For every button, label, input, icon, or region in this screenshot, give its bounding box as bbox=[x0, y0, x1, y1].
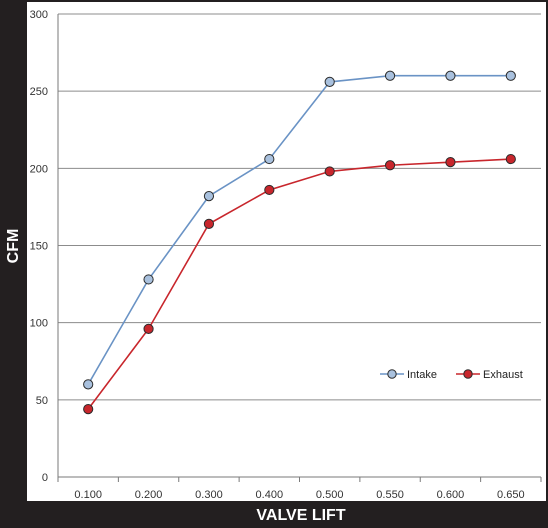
grid-layer bbox=[58, 13, 541, 401]
exhaust-data-point bbox=[445, 157, 456, 168]
exhaust-legend-marker bbox=[463, 369, 473, 379]
y-axis-title: CFM bbox=[5, 229, 22, 264]
exhaust-series-line bbox=[87, 158, 511, 410]
intake-data-point bbox=[445, 70, 456, 81]
x-tick-label: 0.300 bbox=[195, 489, 223, 501]
exhaust-data-point bbox=[203, 218, 215, 229]
y-tick-label: 200 bbox=[30, 163, 48, 175]
y-tick-label: 50 bbox=[36, 395, 48, 407]
x-tick-label: 0.100 bbox=[74, 489, 102, 501]
intake-data-point bbox=[324, 76, 335, 88]
exhaust-data-point bbox=[324, 166, 335, 177]
intake-series-line bbox=[87, 74, 511, 385]
y-tick-label: 0 bbox=[42, 472, 48, 484]
intake-legend-marker bbox=[387, 369, 397, 379]
intake-data-point bbox=[264, 153, 275, 165]
intake-data-point bbox=[143, 274, 154, 285]
plot-panel bbox=[27, 2, 546, 501]
y-tick-label: 250 bbox=[30, 86, 48, 98]
x-tick-label: 0.200 bbox=[135, 489, 163, 501]
x-tick-label: 0.500 bbox=[316, 489, 344, 501]
exhaust-data-point bbox=[264, 184, 275, 196]
x-tick-label: 0.550 bbox=[376, 489, 404, 501]
exhaust-legend-label: Exhaust bbox=[483, 369, 523, 381]
exhaust-data-point bbox=[143, 323, 154, 334]
y-tick-label: 100 bbox=[30, 318, 48, 330]
intake-data-point bbox=[203, 191, 215, 202]
y-tick-label: 300 bbox=[30, 9, 48, 21]
x-tick-label: 0.400 bbox=[256, 489, 284, 501]
intake-data-point bbox=[83, 379, 94, 390]
exhaust-data-point bbox=[83, 403, 94, 415]
x-tick-label: 0.650 bbox=[497, 489, 525, 501]
x-axis-title: VALVE LIFT bbox=[256, 507, 345, 524]
series-layer bbox=[83, 70, 516, 415]
exhaust-data-point bbox=[384, 160, 396, 171]
intake-data-point bbox=[505, 70, 516, 81]
legend: Intake Exhaust bbox=[380, 369, 523, 381]
intake-legend-label: Intake bbox=[407, 369, 437, 381]
exhaust-data-point bbox=[505, 153, 516, 165]
axis-layer: 0 50 100 150 200 250 300 0.100 0.200 0.300 0.400 0.… bbox=[30, 9, 542, 501]
intake-data-point bbox=[384, 70, 396, 81]
y-tick-label: 150 bbox=[30, 241, 48, 253]
x-tick-label: 0.600 bbox=[437, 489, 465, 501]
